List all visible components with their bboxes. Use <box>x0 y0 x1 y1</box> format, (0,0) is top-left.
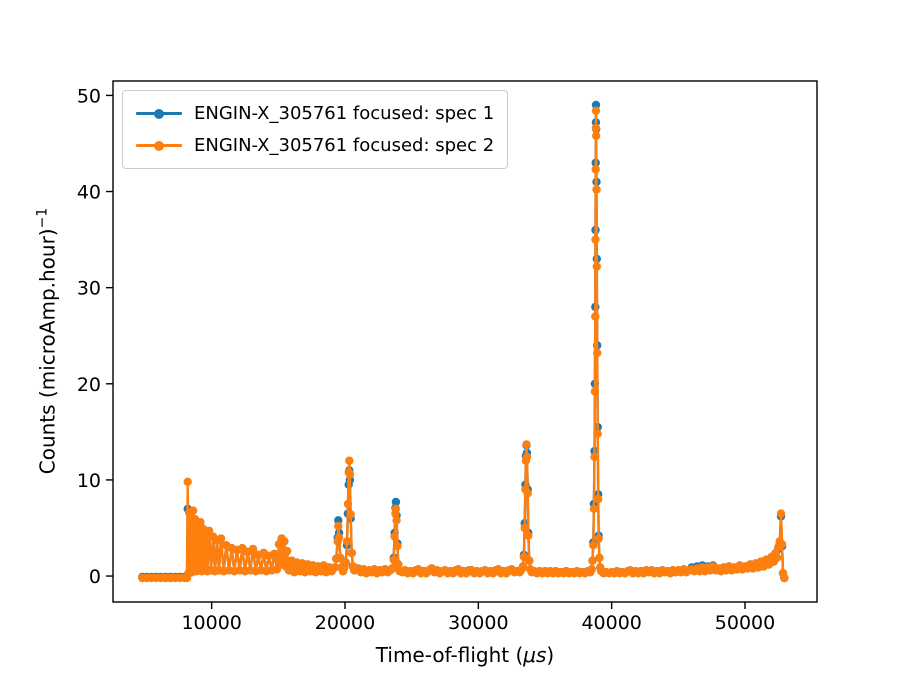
data-point-spec2 <box>776 509 786 518</box>
y-axis-label: Counts (microAmp.hour)−1 <box>35 208 60 475</box>
data-point-spec2 <box>345 470 355 479</box>
data-point-spec2 <box>394 560 403 569</box>
y-tick-label: 10 <box>77 470 101 492</box>
legend-sample-marker <box>154 108 164 119</box>
data-point-spec2 <box>334 533 344 542</box>
legend-entry: ENGIN-X_305761 focused: spec 1 <box>136 99 494 128</box>
y-axis-label-main: Counts (microAmp.hour) <box>35 228 60 475</box>
data-point-spec2 <box>587 565 596 574</box>
data-point-spec2 <box>345 456 354 465</box>
data-point-spec2 <box>590 387 600 396</box>
x-tick-label: 40000 <box>581 612 641 634</box>
data-point-spec2 <box>525 556 534 565</box>
data-point-spec2 <box>591 312 600 321</box>
y-tick-label: 30 <box>77 278 101 300</box>
legend-entry: ENGIN-X_305761 focused: spec 2 <box>136 131 494 160</box>
x-tick-label: 20000 <box>315 612 375 634</box>
legend-sample <box>136 140 182 152</box>
data-point-spec2 <box>183 477 192 486</box>
data-point-spec2 <box>346 510 355 519</box>
data-point-spec2 <box>216 534 226 543</box>
data-point-spec2 <box>388 564 397 573</box>
data-point-spec2 <box>524 531 533 540</box>
series-group <box>138 100 789 583</box>
legend-sample <box>136 108 182 120</box>
axes-frame <box>112 80 818 603</box>
data-point-spec2 <box>589 541 598 550</box>
x-tick-label: 30000 <box>448 612 508 634</box>
data-point-spec1 <box>334 516 343 525</box>
x-axis-label-suffix: ) <box>546 643 555 667</box>
data-point-spec2 <box>390 532 399 541</box>
data-point-spec2 <box>594 494 603 504</box>
y-tick-label: 40 <box>77 182 101 204</box>
data-point-spec1 <box>391 497 401 507</box>
legend: ENGIN-X_305761 focused: spec 1 ENGIN-X_30… <box>122 90 509 169</box>
data-point-spec2 <box>592 185 601 194</box>
data-point-spec2 <box>777 540 787 549</box>
data-point-spec2 <box>270 549 279 559</box>
data-point-spec2 <box>522 440 531 449</box>
data-point-spec2 <box>593 429 602 438</box>
data-point-spec2 <box>780 573 789 583</box>
data-point-spec2 <box>590 452 599 462</box>
data-point-spec2 <box>591 235 600 244</box>
data-point-spec2 <box>280 537 289 546</box>
legend-entry-label: ENGIN-X_305761 focused: spec 1 <box>194 103 495 124</box>
data-point-spec2 <box>282 546 292 556</box>
legend-entry-label: ENGIN-X_305761 focused: spec 2 <box>194 135 495 156</box>
data-point-spec2 <box>591 165 600 174</box>
x-axis-label-prefix: Time-of-flight ( <box>375 643 524 667</box>
y-axis-label-exponent: −1 <box>34 207 51 229</box>
data-point-spec2 <box>518 562 528 571</box>
data-point-spec2 <box>593 348 602 358</box>
data-point-spec2 <box>588 556 597 565</box>
data-point-spec2 <box>196 518 205 527</box>
legend-sample-marker <box>154 140 164 151</box>
x-axis-label: Time-of-flight (μs) <box>376 643 554 667</box>
data-point-spec2 <box>342 537 352 546</box>
y-tick-label: 0 <box>89 566 101 588</box>
data-point-spec2 <box>520 523 529 533</box>
data-point-spec2 <box>594 534 603 543</box>
data-point-spec2 <box>330 563 340 572</box>
y-tick-label: 20 <box>77 374 101 396</box>
data-point-spec1 <box>591 100 601 110</box>
y-tick-label: 50 <box>77 85 101 107</box>
data-point-spec2 <box>522 452 532 462</box>
data-point-spec2 <box>772 553 782 562</box>
data-point-spec2 <box>592 131 601 140</box>
series-line-spec2 <box>141 109 786 580</box>
data-point-spec2 <box>592 262 601 271</box>
data-point-spec2 <box>248 544 258 554</box>
data-point-spec2 <box>341 558 350 567</box>
data-point-spec2 <box>589 504 599 513</box>
data-point-spec2 <box>392 516 401 525</box>
x-tick-label: 10000 <box>181 612 241 634</box>
data-point-spec2 <box>347 548 356 558</box>
x-tick-label: 50000 <box>715 612 775 634</box>
data-point-spec2 <box>336 553 345 562</box>
data-point-spec2 <box>523 489 532 498</box>
data-point-spec2 <box>334 521 343 531</box>
data-point-spec2 <box>591 106 601 116</box>
x-axis-label-mu: μs <box>523 643 547 667</box>
data-point-spec2 <box>595 553 604 562</box>
data-point-spec2 <box>391 504 401 513</box>
data-point-spec2 <box>393 542 402 551</box>
data-point-spec2 <box>188 506 198 515</box>
data-point-spec2 <box>591 123 601 133</box>
data-point-spec2 <box>343 499 353 509</box>
series-line-spec1 <box>141 103 786 580</box>
